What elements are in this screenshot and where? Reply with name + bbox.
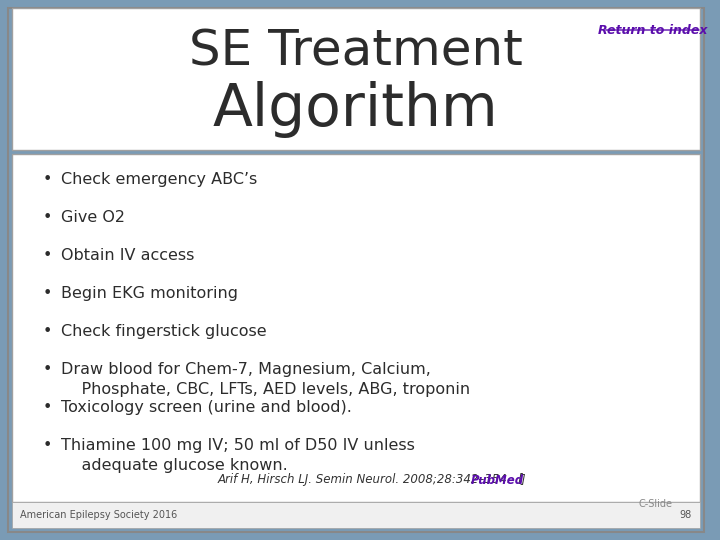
Text: Algorithm: Algorithm <box>213 82 499 138</box>
Text: Arif H, Hirsch LJ. Semin Neurol. 2008;28:342–354.  [: Arif H, Hirsch LJ. Semin Neurol. 2008;28… <box>217 474 523 487</box>
Text: Toxicology screen (urine and blood).: Toxicology screen (urine and blood). <box>61 400 352 415</box>
Text: PubMed: PubMed <box>471 474 523 487</box>
FancyBboxPatch shape <box>12 154 700 502</box>
Text: Return to index: Return to index <box>598 24 707 37</box>
FancyBboxPatch shape <box>8 8 704 532</box>
Text: 98: 98 <box>680 510 692 520</box>
Text: •: • <box>42 400 52 415</box>
Text: Draw blood for Chem-7, Magnesium, Calcium,
    Phosphate, CBC, LFTs, AED levels,: Draw blood for Chem-7, Magnesium, Calciu… <box>61 362 470 397</box>
Text: SE Treatment: SE Treatment <box>189 28 523 76</box>
Text: •: • <box>42 438 52 453</box>
Text: Obtain IV access: Obtain IV access <box>61 248 194 263</box>
Text: •: • <box>42 172 52 187</box>
FancyBboxPatch shape <box>12 502 700 528</box>
Text: Thiamine 100 mg IV; 50 ml of D50 IV unless
    adequate glucose known.: Thiamine 100 mg IV; 50 ml of D50 IV unle… <box>61 438 415 473</box>
Text: C-Slide: C-Slide <box>638 499 672 509</box>
Text: Begin EKG monitoring: Begin EKG monitoring <box>61 286 238 301</box>
Text: •: • <box>42 286 52 301</box>
FancyBboxPatch shape <box>12 8 700 150</box>
Text: American Epilepsy Society 2016: American Epilepsy Society 2016 <box>19 510 177 520</box>
Text: •: • <box>42 324 52 339</box>
Text: •: • <box>42 248 52 263</box>
Text: ]: ] <box>520 474 525 487</box>
Text: •: • <box>42 362 52 377</box>
Text: Give O2: Give O2 <box>61 210 125 225</box>
Text: •: • <box>42 210 52 225</box>
Text: Check fingerstick glucose: Check fingerstick glucose <box>61 324 267 339</box>
Text: Check emergency ABC’s: Check emergency ABC’s <box>61 172 258 187</box>
